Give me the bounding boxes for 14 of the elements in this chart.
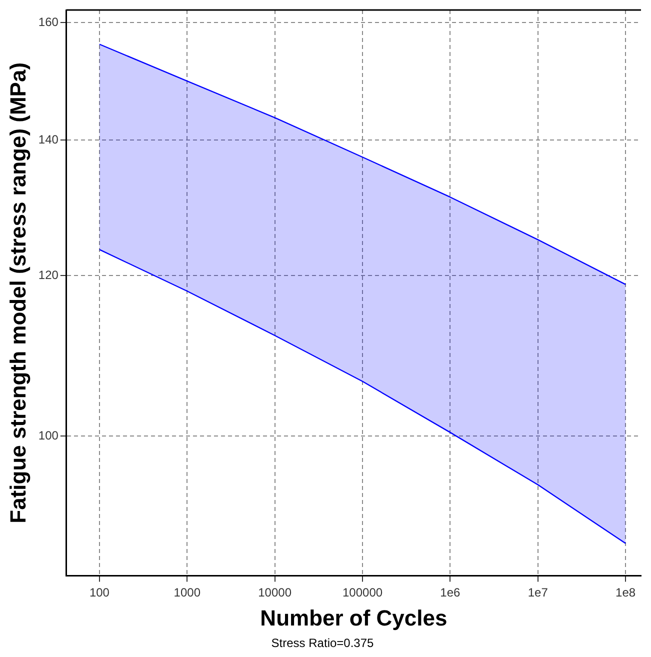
y-axis-title: Fatigue strength model (stress range) (MPa) xyxy=(5,62,30,524)
x-tick-label: 1e8 xyxy=(616,585,636,600)
text: Stress Ratio=0.375 xyxy=(271,636,374,650)
x-axis-title: Number of Cycles xyxy=(260,605,448,630)
x-tick-label: 1e6 xyxy=(440,585,461,600)
x-tick-label: 100 xyxy=(89,585,110,600)
y-tick-label: 120 xyxy=(38,268,59,282)
x-tick-label: 10000 xyxy=(258,585,292,600)
y-tick-label: 140 xyxy=(38,132,59,146)
x-tick-label: 1e7 xyxy=(528,585,548,600)
y-tick-label: 100 xyxy=(38,428,59,442)
y-tick-label: 160 xyxy=(38,14,59,29)
x-tick-label: 100000 xyxy=(342,585,383,600)
x-tick-label: 1000 xyxy=(174,585,201,600)
